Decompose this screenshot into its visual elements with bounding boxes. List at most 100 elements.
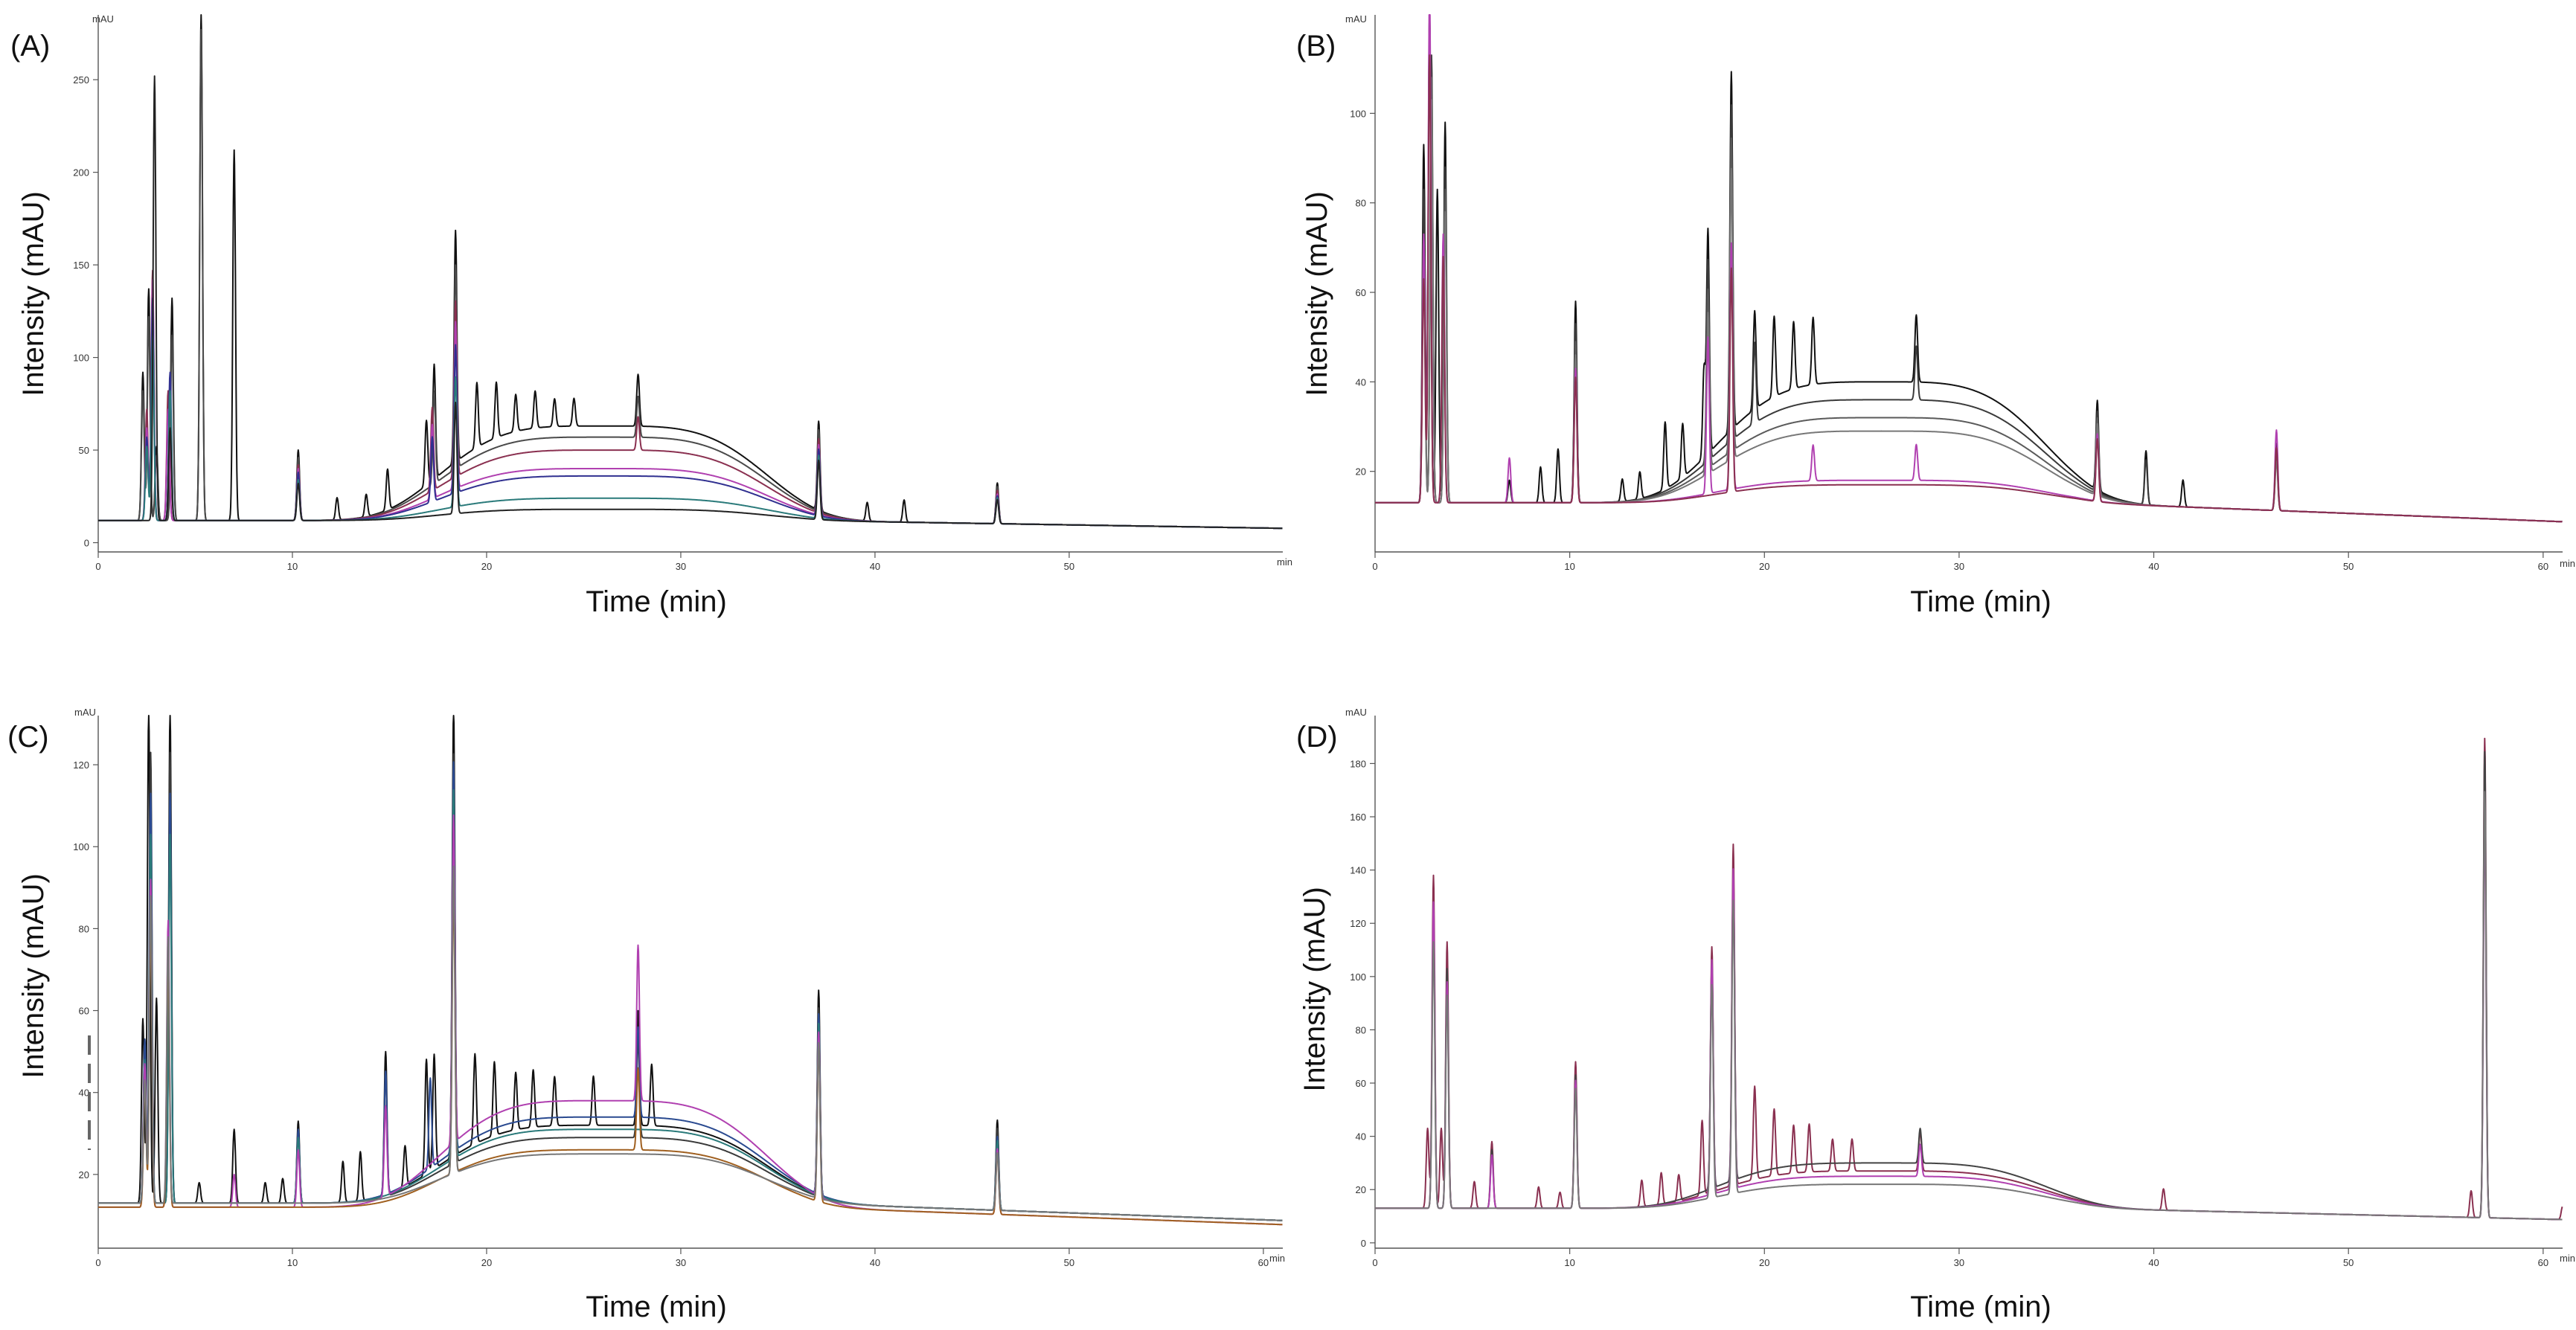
y-unit-label: mAU (92, 13, 114, 25)
x-tick-label: 20 (1759, 561, 1769, 572)
chromatogram-trace (97, 297, 1283, 530)
axes (1374, 716, 2563, 1249)
x-axis-title: Time (min) (586, 1291, 727, 1323)
axes (1374, 15, 2563, 553)
panel-label: (D) (1296, 721, 1338, 754)
trace-group (1374, 737, 2563, 1221)
chromatogram-trace (97, 814, 1283, 1226)
x-tick-label: 60 (1258, 1257, 1269, 1268)
chromatogram-trace (97, 751, 1283, 1221)
chart-panel-c: (C) mAU min Time (min) Intensity (mAU) 0… (7, 707, 1285, 1323)
tick-group: 0 10 20 30 40 50 60 20 40 60 80 100 (1350, 108, 2548, 572)
x-tick-label: 10 (1564, 561, 1574, 572)
x-tick-label: 10 (287, 561, 298, 572)
x-tick-label: 20 (481, 1257, 492, 1268)
chromatogram-trace (97, 865, 1283, 1221)
y-tick-label: 100 (73, 841, 89, 852)
y-tick-label: 80 (79, 923, 89, 934)
y-tick-label: 200 (73, 167, 89, 179)
y-tick-label: 120 (73, 759, 89, 771)
trace-group (97, 715, 1283, 1226)
chart-panel-d: (D) mAU min Time (min) Intensity (mAU) 0… (1296, 707, 2575, 1323)
y-tick-label: 80 (1356, 1024, 1366, 1035)
y-tick-label: 20 (1356, 466, 1366, 478)
chromatogram-trace (97, 75, 1283, 530)
y-tick-label: 0 (84, 538, 89, 549)
tick-group: 0 10 20 30 40 50 0 50 100 150 200 250 (73, 74, 1074, 572)
x-tick-label: 40 (2148, 1257, 2159, 1268)
chromatogram-trace (1374, 14, 2563, 523)
x-tick-label: 50 (2343, 1257, 2354, 1268)
x-unit-label: min (2560, 1253, 2575, 1264)
y-tick-label: 20 (1356, 1184, 1366, 1195)
y-tick-label: 150 (73, 260, 89, 271)
panel-label: (A) (10, 30, 50, 62)
y-tick-label: 50 (79, 445, 89, 456)
y-tick-label: 140 (1350, 865, 1366, 876)
x-unit-label: min (2560, 558, 2575, 569)
x-axis-title: Time (min) (1910, 1291, 2051, 1323)
x-tick-label: 50 (1064, 561, 1074, 572)
x-tick-label: 0 (1372, 561, 1377, 572)
axes (97, 716, 1283, 1249)
chart-panel-a: (A) mAU min Time (min) Intensity (mAU) 0… (10, 13, 1292, 618)
trace-group (97, 14, 1283, 530)
chromatogram-trace (1374, 751, 2563, 1221)
x-tick-label: 30 (1954, 561, 1964, 572)
tick-group: 0 10 20 30 40 50 60 20 40 60 80 100 120 (73, 759, 1269, 1268)
panel-label: (C) (7, 721, 49, 754)
x-tick-label: 0 (95, 561, 100, 572)
x-tick-label: 30 (1954, 1257, 1964, 1268)
chromatogram-trace (1374, 77, 2563, 523)
x-tick-label: 30 (676, 561, 686, 572)
panel-label: (B) (1296, 30, 1336, 62)
x-tick-label: 10 (287, 1257, 298, 1268)
chromatogram-trace (1374, 737, 2563, 1221)
y-tick-label: 100 (73, 353, 89, 364)
y-tick-label: 40 (1356, 376, 1366, 388)
x-unit-label: min (1269, 1253, 1285, 1264)
y-tick-label: 60 (1356, 1078, 1366, 1089)
y-tick-label: 0 (1361, 1238, 1366, 1249)
x-tick-label: 30 (676, 1257, 686, 1268)
x-tick-label: 50 (2343, 561, 2354, 572)
chromatogram-trace (97, 884, 1283, 1226)
chart-panel-b: (B) mAU min Time (min) Intensity (mAU) 0… (1296, 13, 2575, 618)
y-tick-label: 60 (79, 1006, 89, 1017)
x-tick-label: 20 (1759, 1257, 1769, 1268)
x-unit-label: min (1277, 556, 1292, 568)
y-tick-label: 80 (1356, 198, 1366, 209)
x-tick-label: 0 (95, 1257, 100, 1268)
y-tick-label: 20 (79, 1169, 89, 1180)
x-tick-label: 10 (1564, 1257, 1574, 1268)
chromatogram-trace (1374, 817, 2563, 1221)
chromatogram-trace (1374, 54, 2563, 523)
y-tick-label: 120 (1350, 918, 1366, 929)
x-tick-label: 60 (2538, 561, 2548, 572)
chromatogram-trace (97, 14, 1283, 530)
y-tick-label: 100 (1350, 971, 1366, 983)
x-tick-label: 40 (870, 1257, 880, 1268)
y-tick-label: 250 (73, 74, 89, 86)
y-tick-label: 40 (79, 1088, 89, 1099)
y-tick-label: 160 (1350, 812, 1366, 823)
y-axis-title: Intensity (mAU) (1298, 887, 1331, 1092)
y-axis-title: Intensity (mAU) (1301, 191, 1333, 396)
x-tick-label: 40 (2148, 561, 2159, 572)
y-unit-label: mAU (74, 707, 96, 718)
tick-group: 0 10 20 30 40 50 60 0 20 40 60 80 100 120 140 160 180 (1350, 758, 2548, 1268)
y-tick-label: 180 (1350, 758, 1366, 769)
axes (97, 15, 1283, 553)
y-tick-label: 100 (1350, 108, 1366, 119)
y-axis-title: Intensity (mAU) (17, 873, 50, 1079)
trace-group (1374, 14, 2563, 523)
x-axis-title: Time (min) (1910, 585, 2051, 618)
x-tick-label: 50 (1064, 1257, 1074, 1268)
x-axis-title: Time (min) (586, 585, 727, 618)
chromatogram-trace (97, 715, 1283, 1221)
y-unit-label: mAU (1345, 707, 1367, 718)
y-tick-label: 40 (1356, 1131, 1366, 1143)
x-tick-label: 60 (2538, 1257, 2548, 1268)
chromatogram-trace (1374, 791, 2563, 1221)
